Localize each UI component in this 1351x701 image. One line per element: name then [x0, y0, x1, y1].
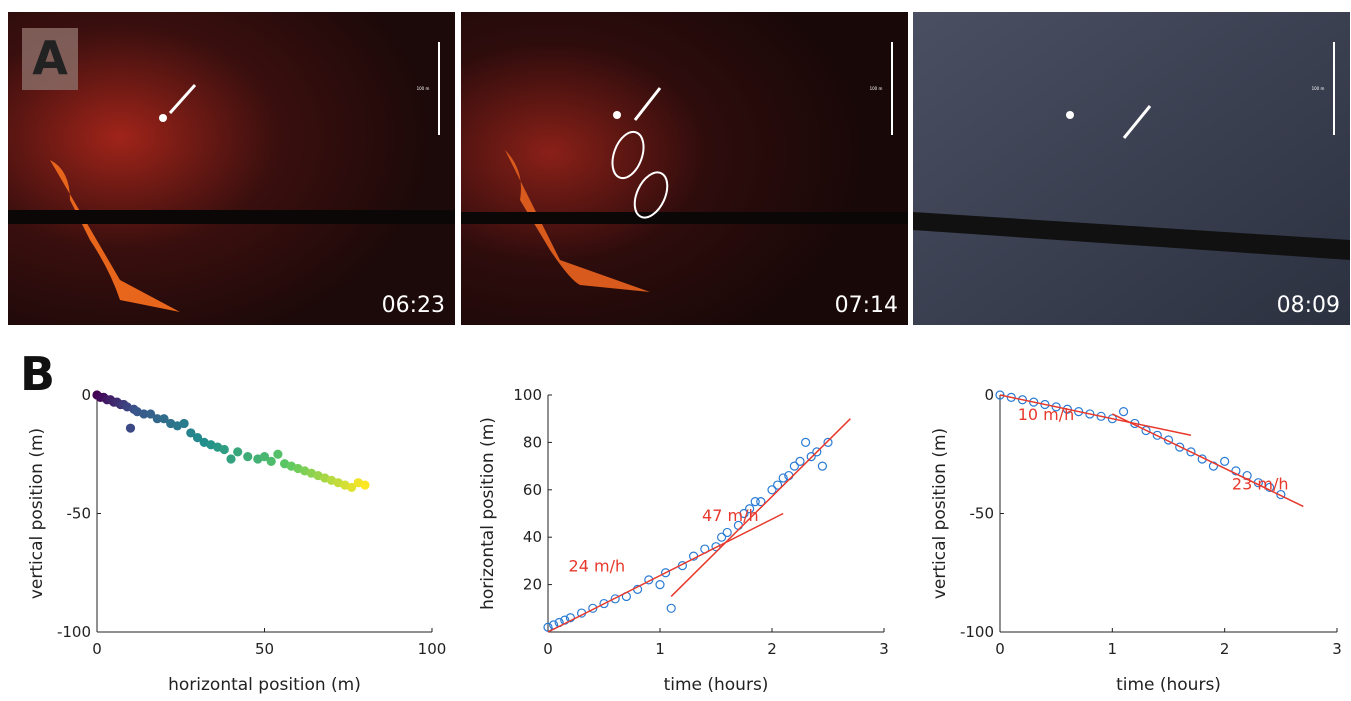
y-tick-label: 100 [513, 386, 542, 404]
y-axis-label: horizontal position (m) [478, 417, 498, 610]
data-point [723, 528, 731, 536]
data-point [1221, 457, 1229, 465]
x-tick-label: 3 [879, 640, 889, 658]
scale-label: 100 m [417, 86, 430, 91]
timestamp: 06:23 [382, 293, 445, 318]
x-tick-label: 0 [543, 640, 553, 658]
data-point [220, 446, 228, 454]
photo-row: A B [8, 12, 1350, 401]
data-point [818, 462, 826, 470]
cable [8, 210, 455, 224]
data-point [274, 450, 282, 458]
y-tick-label: -50 [970, 505, 995, 523]
y-axis-label: vertical position (m) [27, 428, 47, 599]
data-point [127, 424, 135, 432]
panel-label: A [32, 31, 68, 85]
cable [461, 212, 908, 224]
x-tick-label: 1 [1108, 640, 1118, 658]
x-tick-label: 50 [255, 640, 274, 658]
figure: A B 06:23100 m07:14100 m08:09100 m050100… [0, 0, 1351, 697]
y-axis-label: vertical position (m) [930, 428, 950, 599]
data-point [234, 448, 242, 456]
y-tick-label: -100 [960, 623, 994, 641]
data-point [802, 438, 810, 446]
y-tick-label: 0 [81, 386, 91, 404]
y-tick-label: -50 [67, 505, 92, 523]
marker-dot [159, 114, 167, 122]
panel-label: B [20, 347, 55, 401]
x-tick-label: 1 [655, 640, 665, 658]
data-point [227, 455, 235, 463]
photo [461, 12, 908, 325]
scale-label: 100 m [1312, 86, 1325, 91]
marker-dot [613, 111, 621, 119]
chart: 0 1 2 3 0 -50 -100 time (hours) vertical positio… [930, 386, 1342, 695]
marker-dot [1066, 111, 1074, 119]
y-tick-label: 20 [523, 576, 542, 594]
x-tick-label: 100 [418, 640, 447, 658]
data-point [361, 481, 369, 489]
fit-label: 10 m/h [1018, 405, 1075, 424]
x-axis-label: horizontal position (m) [168, 675, 361, 695]
data-point [656, 581, 664, 589]
timestamp: 08:09 [1277, 293, 1340, 318]
x-tick-label: 2 [767, 640, 777, 658]
y-tick-label: 80 [523, 433, 542, 451]
data-point [824, 438, 832, 446]
data-point [796, 457, 804, 465]
data-point [1120, 408, 1128, 416]
y-tick-label: 40 [523, 528, 542, 546]
x-tick-label: 0 [995, 640, 1005, 658]
x-axis-label: time (hours) [1116, 675, 1221, 695]
chart: 0 50 100 0 -50 -100 horizontal position (m) ver… [27, 386, 446, 695]
fit-label: 23 m/h [1232, 474, 1289, 493]
fit-label: 47 m/h [702, 506, 759, 525]
x-tick-label: 0 [92, 640, 102, 658]
data-point [180, 419, 188, 427]
fit-label: 24 m/h [569, 556, 626, 575]
fit-line [671, 419, 850, 597]
timestamp: 07:14 [835, 293, 898, 318]
data-point [667, 604, 675, 612]
scale-label: 100 m [870, 86, 883, 91]
data-point [267, 457, 275, 465]
x-axis-label: time (hours) [664, 675, 769, 695]
chart: 0 1 2 3 20 40 60 80 100 time (hours) horizontal po… [478, 386, 889, 695]
x-tick-label: 3 [1332, 640, 1342, 658]
y-tick-label: 60 [523, 481, 542, 499]
y-tick-label: 0 [984, 386, 994, 404]
data-point [244, 453, 252, 461]
photo [913, 12, 1350, 325]
x-tick-label: 2 [1220, 640, 1230, 658]
y-tick-label: -100 [57, 623, 91, 641]
